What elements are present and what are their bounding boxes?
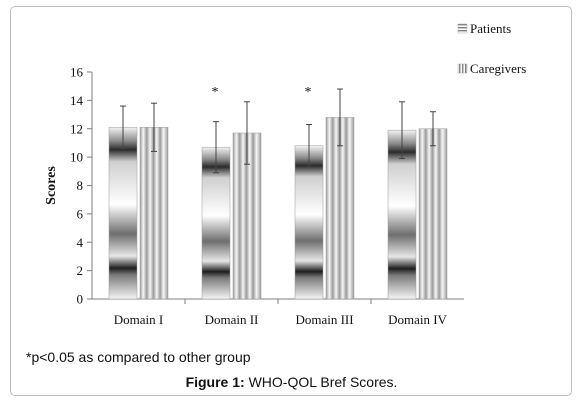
y-tick-label: 16	[70, 65, 84, 80]
y-tick-label: 10	[70, 150, 83, 165]
bar-caregivers-4	[418, 128, 448, 300]
bar-patients-3	[294, 145, 324, 300]
figure-caption: Figure 1: WHO-QOL Bref Scores.	[0, 374, 583, 390]
y-tick-label: 12	[70, 121, 83, 136]
y-tick-label: 4	[77, 235, 84, 250]
footnote: *p<0.05 as compared to other group	[26, 349, 251, 365]
legend-label-patients: Patients	[470, 21, 511, 36]
x-tick-label: Domain III	[295, 312, 353, 327]
bars: * *	[108, 85, 448, 300]
legend-swatch-patients	[457, 23, 468, 34]
x-tick-label: Domain I	[114, 312, 163, 327]
x-tick-label: Domain IV	[388, 312, 447, 327]
bar-caregivers-1	[139, 127, 169, 300]
bar-caregivers-3	[325, 117, 355, 300]
caption-label: Figure 1:	[185, 374, 245, 390]
caption-text: WHO-QOL Bref Scores.	[244, 374, 398, 390]
y-tick-label: 8	[77, 178, 84, 193]
legend-swatch-caregivers	[457, 63, 468, 74]
y-tick-label: 0	[77, 292, 84, 307]
x-tick-label: Domain II	[205, 312, 259, 327]
bar-patients-1	[108, 127, 138, 300]
legend-label-caregivers: Caregivers	[470, 61, 526, 76]
significance-marker: *	[212, 85, 219, 100]
y-tick-label: 2	[77, 263, 84, 278]
y-axis-label: Scores	[44, 166, 59, 205]
y-tick-label: 6	[77, 206, 84, 221]
y-tick-label: 14	[70, 93, 84, 108]
figure-frame	[10, 6, 572, 396]
significance-marker: *	[305, 85, 312, 100]
legend: Patients Caregivers	[457, 21, 526, 76]
